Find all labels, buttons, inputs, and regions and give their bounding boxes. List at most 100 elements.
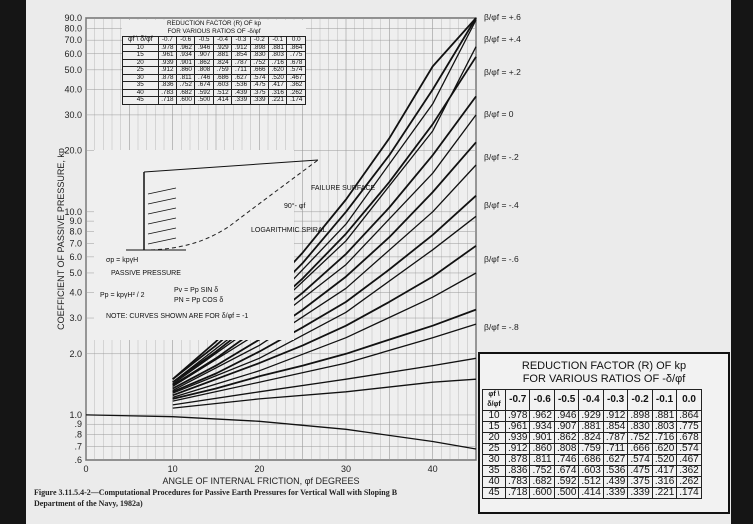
y-tick-label: 5.0 <box>69 268 82 278</box>
y-tick-label: .6 <box>74 455 82 465</box>
inset-table-cell: .718 <box>504 487 531 499</box>
inset-table-row: 30.878.811.746.686.627.574.520.467 <box>482 454 702 466</box>
small-table-col-header: -0.5 <box>194 36 214 45</box>
inset-table-cell: .627 <box>602 454 629 466</box>
inset-table-col-header: -0.6 <box>529 389 555 411</box>
beta-ratio-label: β/φf = -.2 <box>484 152 519 162</box>
small-table-cell: .174 <box>286 96 306 105</box>
y-tick-label: .8 <box>74 430 82 440</box>
small-table-cell: .536 <box>231 81 251 90</box>
inset-table-cell: .862 <box>553 432 580 444</box>
caption-line-1: Figure 3.11.5.4-2—Computational Procedur… <box>34 488 398 497</box>
x-axis-label: ANGLE OF INTERNAL FRICTION, φf DEGREES <box>162 476 359 486</box>
inset-table-cell: .746 <box>553 454 580 466</box>
inset-table-cell: .929 <box>578 410 604 422</box>
inset-table-cell: .811 <box>529 454 555 466</box>
y-tick-label: 30.0 <box>64 110 82 120</box>
series-line <box>172 195 477 393</box>
small-table-row-header: 35 <box>122 81 159 90</box>
small-table-cell: .775 <box>286 51 306 60</box>
inset-table-row: 20.939.901.862.824.787.752.716.678 <box>482 432 702 444</box>
inset-table-row-header: 40 <box>482 476 506 488</box>
y-tick-label: 6.0 <box>69 252 82 262</box>
inset-table-cell: .666 <box>627 443 653 455</box>
small-table-cell: .339 <box>249 96 270 105</box>
pv-equation-label: Pv = Pp SIN δ <box>174 287 218 294</box>
beta-ratio-label: β/φf = -.8 <box>484 322 519 332</box>
small-table-cell: .854 <box>231 51 251 60</box>
inset-table-cell: .682 <box>529 476 555 488</box>
minor-curve <box>172 357 477 406</box>
pressure-arrow <box>147 187 177 195</box>
beta-ratio-label: β/φf = 0 <box>484 109 514 119</box>
inset-table-cell: .803 <box>651 421 678 433</box>
series-line <box>172 245 477 397</box>
inset-table-cell: .836 <box>504 465 531 477</box>
small-table-title: REDUCTION FACTOR (R) OF kp <box>167 20 261 27</box>
figure-caption: Figure 3.11.5.4-2—Computational Procedur… <box>34 487 464 509</box>
x-tick-label: 0 <box>83 464 88 474</box>
small-table-cell: .860 <box>176 66 196 75</box>
y-axis-label: COEFFICIENT OF PASSIVE PRESSURE, kp <box>56 148 66 330</box>
pressure-arrow <box>147 207 177 215</box>
small-table-cell: .830 <box>249 51 270 60</box>
inset-table-cell: .978 <box>504 410 531 422</box>
inset-table-cell: .603 <box>578 465 604 477</box>
y-tick-label: 60.0 <box>64 49 82 59</box>
y-tick-label: .7 <box>74 441 82 451</box>
inset-table-cell: .961 <box>504 421 531 433</box>
inset-table-cell: .375 <box>627 476 653 488</box>
small-table-cell: .912 <box>157 66 178 75</box>
x-tick-label: 10 <box>168 464 178 474</box>
inset-table-cell: .362 <box>676 465 702 477</box>
inset-table-cell: .686 <box>578 454 604 466</box>
inset-table-cell: .962 <box>529 410 555 422</box>
inset-table-cell: .901 <box>529 432 555 444</box>
small-table-cell: .362 <box>286 81 306 90</box>
backfill-slope <box>143 159 319 173</box>
inset-table-cell: .808 <box>553 443 580 455</box>
inset-table-cell: .907 <box>553 421 580 433</box>
inset-table-row-header: 20 <box>482 432 506 444</box>
inset-table-cell: .620 <box>651 443 678 455</box>
y-tick-label: 8.0 <box>69 227 82 237</box>
small-table-cell: .475 <box>249 81 270 90</box>
inset-table-col-header: -0.4 <box>578 389 604 411</box>
small-table-col-header: -0.2 <box>249 36 270 45</box>
small-table-cell: .934 <box>176 51 196 60</box>
inset-table-row-header: 15 <box>482 421 506 433</box>
inset-table-col-header: -0.5 <box>553 389 580 411</box>
inset-table: φf \ δ/φf -0.7 -0.6 -0.5 -0.4 -0.3 -0.2 -0.1 0.0… <box>482 389 702 499</box>
series-line <box>172 56 477 383</box>
inset-table-cell: .759 <box>578 443 604 455</box>
angle-label: 90°- φf <box>284 202 305 210</box>
inset-table-row: 25.912.860.808.759.711.666.620.574 <box>482 443 702 455</box>
series-line <box>172 308 477 400</box>
y-tick-label: 70.0 <box>64 35 82 45</box>
small-table-row: 25.912.860.808.759.711.666.620.574 <box>122 66 306 75</box>
small-table-cell: .574 <box>286 66 306 75</box>
small-table-grid: φf \ δ/φf -0.7 -0.6 -0.5 -0.4 -0.3 -0.2 -0.1 0.0… <box>122 36 306 105</box>
inset-table-row-header: 10 <box>482 410 506 422</box>
inset-table-cell: .752 <box>627 432 653 444</box>
y-tick-label: 20.0 <box>64 146 82 156</box>
inset-table-col-header: -0.7 <box>504 389 531 411</box>
minor-curve <box>172 114 477 388</box>
x-tick-label: 30 <box>341 464 351 474</box>
small-table-cell: .620 <box>268 66 288 75</box>
small-table-cell: .711 <box>231 66 251 75</box>
beta-ratio-label: β/φf = +.2 <box>484 67 521 77</box>
inset-table-cell: .830 <box>627 421 653 433</box>
minor-curve <box>172 164 477 391</box>
inset-table-row: 45.718.600.500.414.339.339.221.174 <box>482 487 702 499</box>
small-table-cell: .752 <box>176 81 196 90</box>
failure-surface-label: FAILURE SURFACE <box>311 185 376 192</box>
inset-table-row-header: 30 <box>482 454 506 466</box>
inset-table-cell: .783 <box>504 476 531 488</box>
inset-table-cell: .711 <box>602 443 629 455</box>
inset-table-cell: .912 <box>602 410 629 422</box>
minor-curve <box>172 323 477 402</box>
small-table-row-header: 25 <box>122 66 159 75</box>
inset-table-cell: .600 <box>529 487 555 499</box>
inset-table-row: 40.783.682.592.512.439.375.316.262 <box>482 476 702 488</box>
